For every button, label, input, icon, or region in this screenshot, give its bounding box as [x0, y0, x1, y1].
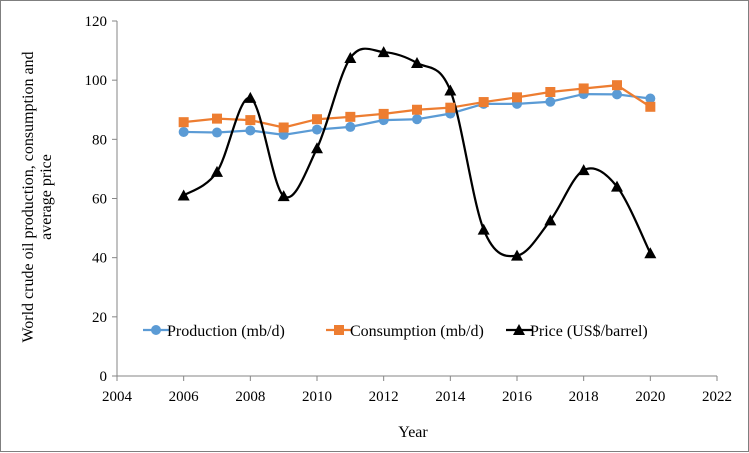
point-price-2019	[611, 180, 623, 192]
x-tick-label-2006: 2006	[169, 389, 200, 405]
point-price-2016	[511, 249, 523, 261]
point-consumption-2019	[612, 80, 622, 91]
legend-label-consumption: Consumption (mb/d)	[350, 323, 484, 340]
point-price-2018	[577, 164, 590, 176]
point-production-2008	[245, 125, 256, 136]
point-consumption-2007	[212, 113, 222, 124]
point-price-2014	[444, 84, 457, 96]
tick-labels: 0 20 40 60 80 100 120 2004 2006 2008 2010 2012 2014 2…	[85, 14, 733, 405]
point-price-2011	[344, 51, 357, 63]
point-consumption-2015	[478, 97, 489, 108]
y-axis-title-line-2: average price	[38, 154, 55, 240]
point-consumption-2016	[512, 92, 522, 103]
point-production-2010	[312, 124, 322, 135]
y-tick-label-60: 60	[92, 192, 107, 208]
point-production-2020	[645, 93, 656, 104]
series-line-price	[183, 47, 652, 258]
point-production-2006	[178, 126, 189, 137]
legend: Production (mb/d) Consumption (mb/d) Price…	[143, 323, 648, 340]
y-tick-label-20: 20	[92, 310, 107, 326]
point-price-2008	[244, 91, 257, 103]
axes	[112, 20, 718, 381]
x-tick-label-2022: 2022	[702, 389, 732, 405]
point-price-2006	[177, 189, 190, 201]
y-tick-label-0: 0	[100, 369, 108, 385]
point-production-2007	[212, 127, 222, 138]
y-tick-label-80: 80	[92, 132, 107, 148]
series-markers	[177, 46, 657, 261]
point-consumption-2020	[645, 101, 656, 112]
point-consumption-2011	[345, 111, 356, 122]
x-axis-title: Year	[398, 424, 428, 441]
point-price-2015	[477, 223, 490, 235]
point-price-2007	[211, 165, 223, 177]
x-tick-label-2014: 2014	[435, 389, 466, 405]
point-consumption-2014	[445, 102, 456, 113]
y-tick-label-40: 40	[92, 251, 107, 267]
y-tick-label-100: 100	[85, 73, 108, 89]
point-consumption-2006	[178, 117, 189, 128]
y-axis-title-line-1: World crude oil production, consumption …	[20, 51, 37, 342]
point-production-2017	[545, 96, 556, 107]
x-tick-label-2008: 2008	[235, 389, 265, 405]
point-consumption-2008	[245, 115, 256, 126]
x-tick-label-2012: 2012	[369, 389, 399, 405]
series-lines	[183, 47, 652, 258]
legend-marker-production	[151, 325, 161, 335]
point-consumption-2013	[412, 104, 422, 115]
point-consumption-2010	[312, 114, 322, 125]
point-production-2019	[612, 89, 622, 100]
point-consumption-2009	[278, 122, 289, 133]
y-tick-label-120: 120	[85, 14, 108, 30]
point-price-2009	[277, 190, 290, 202]
point-price-2017	[544, 214, 557, 226]
legend-label-price: Price (US$/barrel)	[530, 323, 648, 340]
point-consumption-2017	[545, 87, 556, 97]
legend-label-production: Production (mb/d)	[167, 323, 285, 340]
point-price-2010	[311, 142, 323, 154]
x-tick-label-2018: 2018	[569, 389, 599, 405]
point-consumption-2012	[378, 108, 389, 119]
point-price-2020	[644, 247, 657, 259]
legend-marker-price	[513, 324, 525, 335]
point-price-2013	[411, 57, 423, 69]
point-price-2012	[377, 46, 390, 58]
legend-marker-consumption	[334, 325, 344, 335]
x-tick-label-2016: 2016	[502, 389, 533, 405]
x-tick-label-2010: 2010	[302, 389, 332, 405]
point-production-2011	[345, 121, 356, 132]
x-tick-label-2004: 2004	[102, 389, 133, 405]
x-tick-label-2020: 2020	[635, 389, 665, 405]
point-production-2013	[412, 114, 422, 125]
y-axis-title: World crude oil production, consumption …	[20, 51, 55, 342]
point-consumption-2018	[578, 83, 589, 94]
